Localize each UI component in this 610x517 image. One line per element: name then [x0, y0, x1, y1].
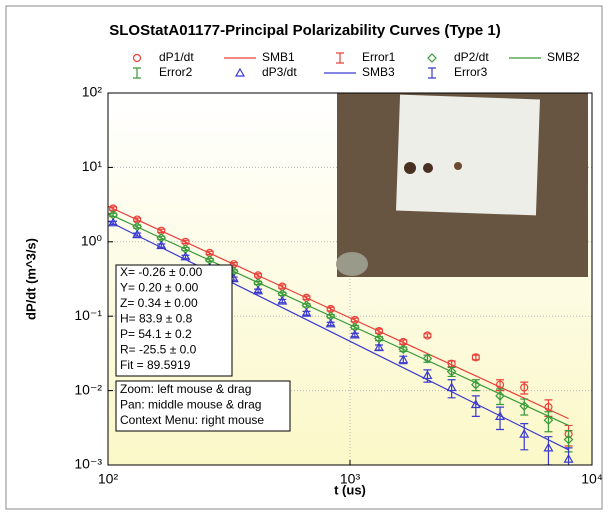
photo-card [396, 94, 540, 216]
data-point [563, 453, 574, 463]
fit-stat: Y= 0.20 ± 0.00 [120, 281, 199, 295]
legend-symbol [428, 67, 436, 79]
data-point [277, 295, 288, 305]
legend-symbol [132, 53, 142, 63]
data-point [325, 318, 336, 328]
legend-label: SMB1 [262, 50, 295, 64]
data-point [543, 442, 554, 452]
data-point [519, 428, 530, 438]
photo-sample [423, 163, 433, 173]
data-point [349, 329, 360, 339]
photo-sample [404, 162, 416, 174]
error-bar [496, 406, 505, 431]
data-point [520, 383, 529, 392]
y-tick-label: 10⁻³ [74, 456, 102, 472]
fit-stat: Fit = 89.5919 [120, 358, 191, 372]
y-tick-label: 10⁻² [74, 381, 102, 397]
legend-label: dP3/dt [262, 65, 297, 79]
fit-stat: H= 83.9 ± 0.8 [120, 312, 193, 326]
y-axis-label: dP/dt (m^3/s) [23, 238, 38, 320]
fit-stat: X= -0.26 ± 0.00 [120, 265, 203, 279]
data-point [471, 353, 480, 362]
fit-stats-box: X= -0.26 ± 0.00 Y= 0.20 ± 0.00Z= 0.34 ± 0… [115, 264, 233, 377]
error-bar [471, 395, 480, 418]
fit-stat: Z= 0.34 ± 0.00 [120, 296, 198, 310]
help-box: Zoom: left mouse & drag Pan: middle mouse… [115, 380, 291, 432]
data-point [543, 415, 554, 426]
legend-label: Error1 [362, 50, 396, 64]
data-point [156, 240, 167, 250]
fit-line [108, 205, 569, 420]
x-tick-label: 10³ [340, 471, 361, 487]
data-point [563, 434, 574, 445]
data-point [301, 307, 312, 317]
legend-symbol [133, 67, 141, 79]
legend-symbol [427, 53, 437, 63]
data-point [495, 411, 506, 421]
photo-inset [336, 93, 588, 277]
data-point [109, 204, 118, 213]
legend-label: SMB3 [362, 65, 395, 79]
fit-line [108, 212, 569, 427]
data-point [423, 331, 432, 340]
y-tick-label: 10¹ [82, 158, 103, 174]
legend-label: Error3 [454, 65, 488, 79]
legend: dP1/dt SMB1 Error1 dP2/dt SMB2 Error2 dP3/dt SM… [132, 50, 580, 79]
data-point [422, 353, 433, 364]
help-text: Zoom: left mouse & drag [120, 382, 251, 396]
data-point [446, 382, 457, 392]
data-point [373, 342, 385, 352]
data-point [398, 354, 409, 364]
help-frame [115, 380, 291, 432]
legend-label: SMB2 [547, 50, 580, 64]
x-tick-label: 10⁴ [581, 471, 603, 487]
x-axis-label: t (us) [334, 482, 366, 497]
chart-title: SLOStatA01177-Principal Polarizability C… [109, 22, 501, 39]
photo-sample [454, 162, 462, 170]
legend-label: Error2 [159, 65, 193, 79]
legend-label: dP1/dt [159, 50, 194, 64]
fit-stat: P= 54.1 ± 0.2 [120, 327, 192, 341]
help-text: Context Menu: right mouse [120, 413, 264, 427]
plot-border [107, 92, 593, 466]
photo-shoe [336, 252, 368, 276]
fit-stat: R= -25.5 ± 0.0 [120, 343, 197, 357]
data-point [470, 399, 481, 409]
data-point [253, 285, 264, 295]
y-tick-label: 10⁰ [81, 233, 103, 249]
plot-content [108, 204, 574, 465]
y-tick-label: 10² [82, 84, 103, 100]
y-tick-label: 10⁻¹ [74, 307, 102, 323]
data-point [519, 401, 530, 411]
fit-stats-frame [115, 264, 233, 377]
legend-symbol [234, 67, 246, 77]
error-bar [544, 411, 553, 433]
legend-label: dP2/dt [454, 50, 489, 64]
data-point [422, 370, 433, 380]
legend-symbol [336, 52, 344, 64]
x-tick-label: 10² [98, 471, 119, 487]
help-text: Pan: middle mouse & drag [120, 398, 261, 412]
data-point [495, 380, 505, 389]
fit-line [108, 220, 569, 451]
